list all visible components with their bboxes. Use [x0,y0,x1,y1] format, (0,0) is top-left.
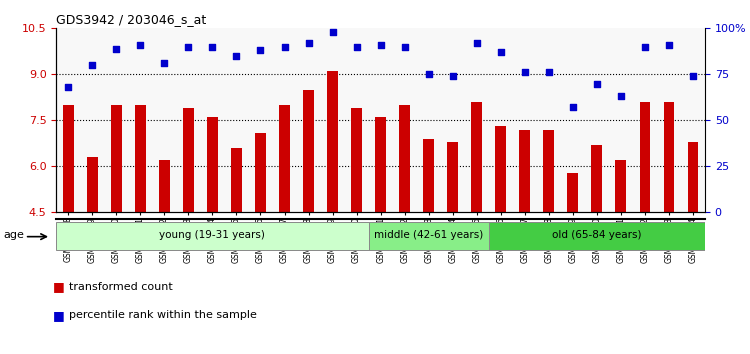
Text: age: age [4,230,25,240]
Bar [447,142,458,212]
Point [254,47,266,53]
Point [471,40,483,46]
Point [447,73,459,79]
Point [350,44,362,50]
Point [374,42,387,48]
Point [206,44,218,50]
Bar [399,105,410,212]
Bar [471,102,482,212]
Bar [207,117,218,212]
Bar [279,105,290,212]
Bar [159,160,170,212]
Bar [664,102,674,212]
Point [591,81,603,86]
Text: ■: ■ [53,309,64,321]
Point [543,70,555,75]
Point [519,70,531,75]
Text: young (19-31 years): young (19-31 years) [160,230,266,240]
Bar [327,71,338,212]
Point [158,61,170,66]
Bar [111,105,122,212]
Bar [489,222,705,250]
Text: GDS3942 / 203046_s_at: GDS3942 / 203046_s_at [56,13,206,26]
Bar [231,148,242,212]
Bar [423,139,434,212]
Text: old (65-84 years): old (65-84 years) [552,230,641,240]
Bar [592,145,602,212]
Bar [368,222,489,250]
Point [110,46,122,51]
Text: transformed count: transformed count [69,282,172,292]
Bar [568,172,578,212]
Point [399,44,411,50]
Bar [351,108,362,212]
Point [639,44,651,50]
Bar [544,130,554,212]
Bar [56,222,368,250]
Point [687,73,699,79]
Bar [183,108,194,212]
Bar [688,142,698,212]
Point [495,50,507,55]
Point [423,72,435,77]
Bar [255,133,266,212]
Bar [616,160,626,212]
Bar [63,105,74,212]
Point [62,84,74,90]
Point [302,40,314,46]
Point [326,29,338,35]
Text: ■: ■ [53,280,64,293]
Bar [375,117,386,212]
Bar [495,126,506,212]
Bar [135,105,146,212]
Bar [520,130,530,212]
Point [86,62,98,68]
Point [278,44,290,50]
Point [663,42,675,48]
Bar [87,157,98,212]
Point [134,42,146,48]
Point [182,44,194,50]
Text: percentile rank within the sample: percentile rank within the sample [69,310,256,320]
Point [567,105,579,110]
Bar [303,90,314,212]
Text: middle (42-61 years): middle (42-61 years) [374,230,483,240]
Point [230,53,242,59]
Bar [640,102,650,212]
Point [615,93,627,99]
